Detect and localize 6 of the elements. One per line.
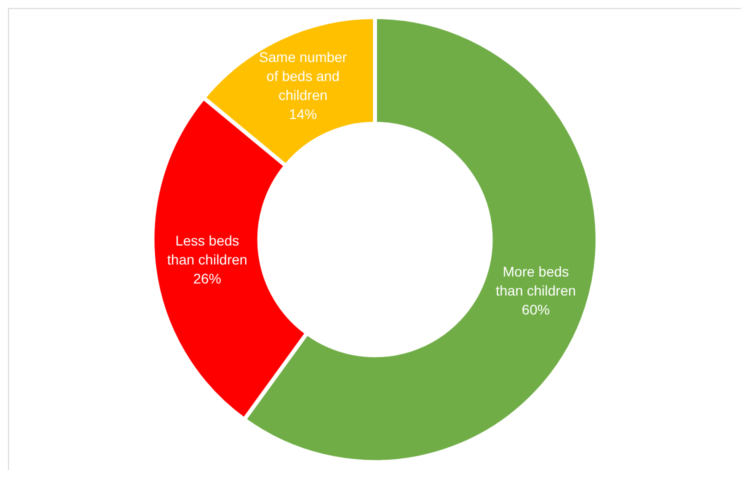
data-label: 14% [288,106,318,122]
data-label: 26% [193,270,222,287]
slice-label: Same number of beds and children [259,48,348,103]
data-label: 60% [522,302,550,318]
slice-label: Less beds than children [167,232,248,268]
slice-label: More beds than children [496,264,576,299]
